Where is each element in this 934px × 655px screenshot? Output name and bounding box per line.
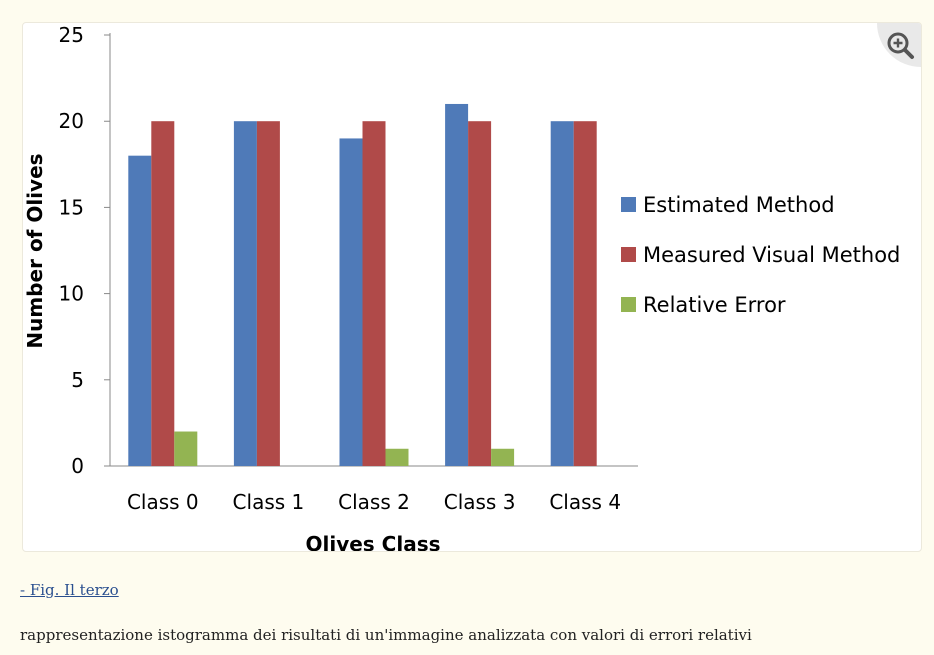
y-tick-label: 5 <box>71 368 84 392</box>
figure-card: 0 5 10 15 20 25 Class 0 Class 1 Class 2 Class 3 Cl… <box>22 22 922 552</box>
figure-link[interactable]: - Fig. Il terzo <box>20 581 119 599</box>
bar-relative-error <box>385 448 409 466</box>
y-tick-label: 10 <box>59 282 84 306</box>
bar-estimated-method <box>233 121 257 466</box>
bar-measured-visual-method <box>573 121 597 466</box>
zoom-in-icon <box>887 32 914 59</box>
x-tick-label: Class 4 <box>549 490 621 514</box>
bar-estimated-method <box>128 155 152 466</box>
y-tick-label: 0 <box>71 454 84 478</box>
y-tick-label: 15 <box>59 195 84 219</box>
y-axis-title: Number of Olives <box>23 153 47 348</box>
bar-measured-visual-method <box>468 121 492 466</box>
legend-label: Measured Visual Method <box>643 243 900 267</box>
y-tick-label: 25 <box>59 23 84 47</box>
bar-measured-visual-method <box>256 121 280 466</box>
legend-swatch <box>621 247 636 262</box>
y-tick-label: 20 <box>59 109 84 133</box>
legend-label: Relative Error <box>643 293 786 317</box>
bar-measured-visual-method <box>151 121 175 466</box>
legend-swatch <box>621 197 636 212</box>
x-tick-label: Class 3 <box>444 490 516 514</box>
x-axis-title: Olives Class <box>305 532 440 551</box>
bar-relative-error <box>174 431 198 466</box>
bar-estimated-method <box>339 138 363 466</box>
legend-swatch <box>621 297 636 312</box>
bar-estimated-method <box>550 121 574 466</box>
bar-chart: 0 5 10 15 20 25 Class 0 Class 1 Class 2 Class 3 Cl… <box>23 23 900 551</box>
zoom-button[interactable] <box>877 23 921 67</box>
figure-caption: rappresentazione istogramma dei risultat… <box>20 626 752 644</box>
bar-measured-visual-method <box>362 121 386 466</box>
legend-label: Estimated Method <box>643 193 835 217</box>
x-tick-label: Class 0 <box>127 490 199 514</box>
x-tick-label: Class 1 <box>233 490 305 514</box>
x-tick-label: Class 2 <box>338 490 410 514</box>
bar-estimated-method <box>445 103 469 467</box>
bar-relative-error <box>491 448 515 466</box>
